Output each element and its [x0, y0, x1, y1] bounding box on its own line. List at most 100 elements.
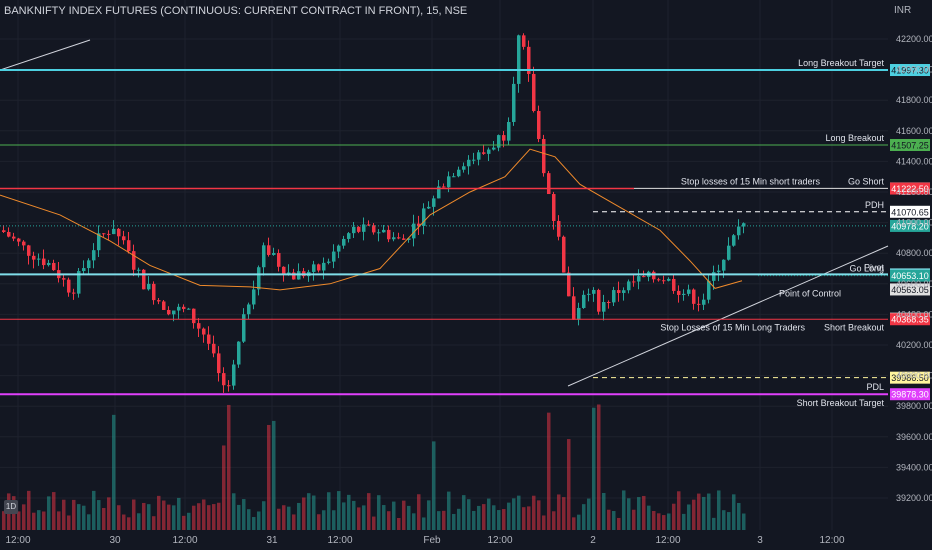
candle-body [27, 245, 31, 256]
candle-body [267, 245, 271, 255]
candle-body [732, 235, 736, 246]
level-label: Go Long [849, 264, 884, 274]
y-tick-label: 39600.00 [896, 432, 932, 442]
volume-bar [742, 513, 746, 530]
volume-bar [402, 500, 406, 530]
volume-bar [152, 516, 156, 530]
candle-body [742, 223, 746, 227]
candle-body [317, 264, 321, 271]
volume-bar [242, 499, 246, 530]
candle-body [727, 245, 731, 260]
volume-bar [22, 504, 26, 530]
candle-body [197, 323, 201, 329]
candle-body [652, 271, 656, 280]
volume-bar [737, 503, 741, 530]
candle-body [547, 173, 551, 195]
candle-body [557, 220, 561, 237]
volume-bar [667, 513, 671, 530]
candle-body [642, 276, 646, 278]
volume-bar [32, 512, 36, 530]
volume-bar [717, 490, 721, 530]
volume-bar [357, 507, 361, 530]
volume-bar [542, 515, 546, 530]
candle-body [687, 289, 691, 294]
y-axis: 42200.00 42000.00 41800.00 41600.00 41400.00… [896, 34, 932, 503]
volume-bar [172, 505, 176, 530]
candle-body [12, 236, 16, 239]
candle-body [92, 250, 96, 261]
candle-body [257, 267, 261, 290]
candle-body [602, 302, 606, 312]
price-tag-bg [890, 219, 930, 232]
volume-bar [257, 511, 261, 530]
candle-body [542, 138, 546, 174]
candle-body [42, 258, 46, 266]
price-tag-bg [890, 138, 930, 151]
volume-bar [102, 507, 106, 530]
volume-bar [212, 504, 216, 530]
candle-body [632, 281, 636, 283]
y-tick-label: 39400.00 [896, 462, 932, 472]
volume-bar [397, 517, 401, 530]
volume-bar [262, 501, 266, 530]
volume-bar [632, 509, 636, 530]
y-tick-label: 41000.00 [896, 218, 932, 228]
volume-bar [387, 511, 391, 530]
trend-line-lower [567, 245, 889, 387]
candle-body [337, 245, 341, 252]
y-tick-label: 41600.00 [896, 126, 932, 136]
price-tag: 40653.10 [890, 269, 930, 282]
volume-bar [287, 506, 291, 530]
level-label: Point of Control [779, 288, 841, 298]
volume-bars [2, 404, 746, 530]
volume-bar [127, 517, 131, 530]
volume-bar [272, 420, 276, 530]
volume-bar [377, 495, 381, 530]
volume-bar [637, 497, 641, 530]
volume-bar [607, 509, 611, 530]
candle-body [722, 259, 726, 271]
x-axis: 12:00 30 12:00 31 12:00 Feb 12:00 2 12:00 3 12:00 [5, 535, 844, 546]
price-tag: 39986.50 [890, 371, 930, 384]
volume-bar [367, 493, 371, 530]
candle-body [567, 272, 571, 297]
volume-bar [532, 495, 536, 530]
volume-bar [652, 510, 656, 530]
candle-body [122, 236, 126, 241]
volume-bar [537, 500, 541, 530]
volume-bar [122, 514, 126, 530]
candle-body [737, 226, 741, 236]
x-tick-label: 2 [590, 535, 596, 546]
volume-bar [617, 517, 621, 530]
volume-bar [252, 517, 256, 530]
candle-body [222, 373, 226, 386]
volume-bar [62, 499, 66, 530]
candle-body [707, 280, 711, 300]
x-tick-label: 3 [757, 535, 763, 546]
y-tick-label: 40200.00 [896, 340, 932, 350]
candle-body [157, 300, 161, 302]
volume-bar [727, 512, 731, 530]
candle-body [342, 238, 346, 246]
candle-body [527, 46, 531, 74]
volume-bar [452, 513, 456, 530]
volume-bar [167, 504, 171, 530]
price-tag: 40978.20 [890, 219, 930, 232]
volume-bar [337, 491, 341, 530]
volume-bar [372, 516, 376, 530]
volume-bar [132, 499, 136, 530]
volume-bar [472, 510, 476, 530]
price-tag-text: 40978.20 [891, 221, 929, 231]
candle-body [562, 236, 566, 273]
volume-bar [672, 503, 676, 530]
interval-badge[interactable]: 1D [4, 500, 18, 514]
candle-body [237, 341, 241, 365]
candle-body [672, 278, 676, 291]
price-tag-text: 40653.10 [891, 271, 929, 281]
price-tag-bg [890, 182, 930, 195]
volume-bar [647, 505, 651, 530]
price-tag: 39878.30 [890, 388, 930, 401]
volume-bar [347, 494, 351, 530]
volume-bar [417, 494, 421, 530]
